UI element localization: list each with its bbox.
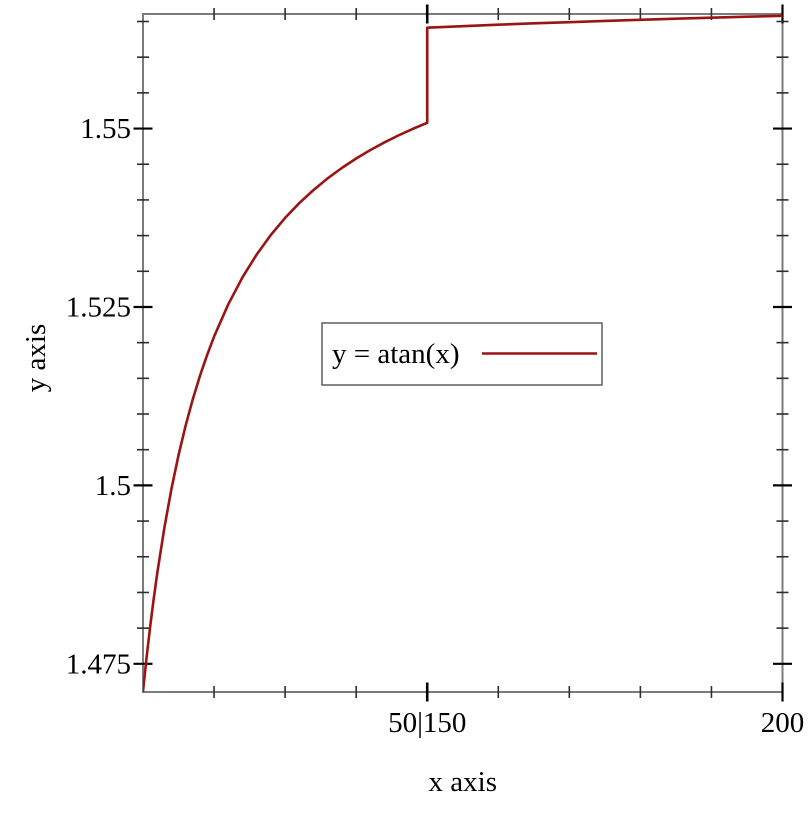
legend-entry-label: y = atan(x) bbox=[332, 338, 459, 370]
y-tick-label: 1.5 bbox=[95, 470, 131, 502]
y-tick-label: 1.55 bbox=[80, 113, 131, 145]
legend: y = atan(x) bbox=[321, 322, 603, 386]
x-tick-label: 200 bbox=[761, 707, 805, 739]
plot-border bbox=[142, 13, 784, 693]
y-axis-title: y axis bbox=[20, 324, 52, 392]
x-tick-label: 50|150 bbox=[388, 707, 466, 739]
x-axis-title: x axis bbox=[429, 766, 497, 798]
tick-labels: 50|150 200 1.475 1.5 1.525 1.55 bbox=[66, 113, 805, 739]
y-tick-label: 1.475 bbox=[66, 648, 131, 680]
axis-ticks bbox=[133, 4, 792, 702]
y-tick-label: 1.525 bbox=[66, 291, 131, 323]
atan-curve bbox=[143, 14, 783, 692]
